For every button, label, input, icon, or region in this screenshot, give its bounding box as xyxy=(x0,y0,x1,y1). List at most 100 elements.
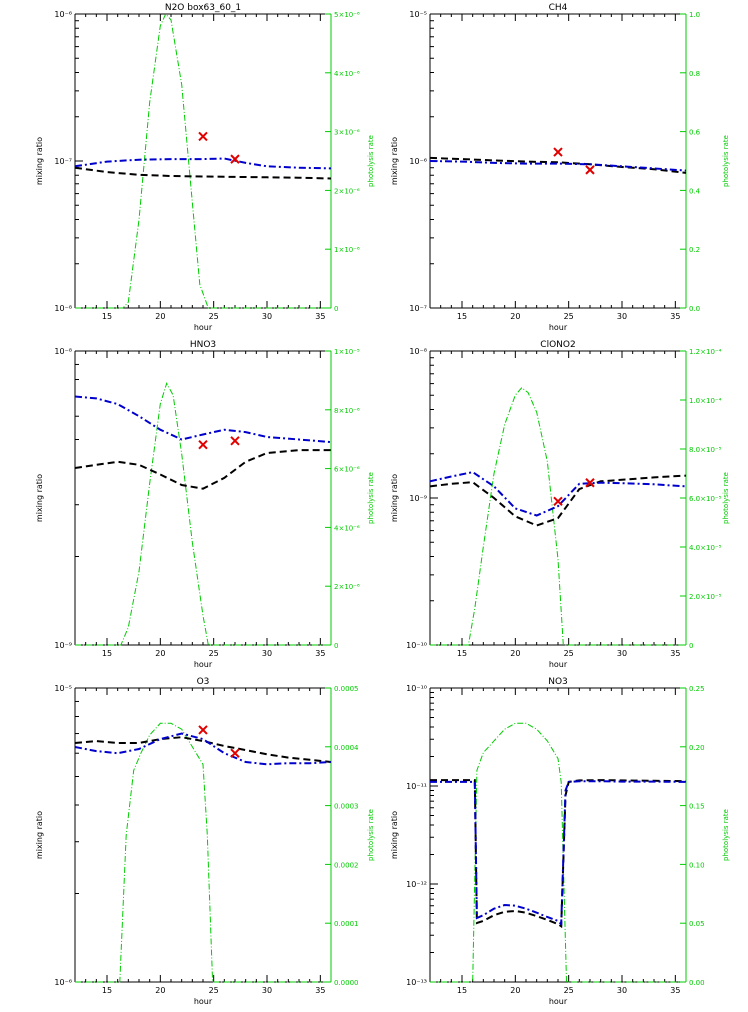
series-line-black-dash xyxy=(74,736,332,763)
x-tick-label: 25 xyxy=(564,986,574,995)
chart-panel-2: 15 20 25 30 35 10⁻⁹ 10⁻⁸ 0 2×10⁻⁶ 4×10⁻⁶ 6×10⁻⁶ 8×1… xyxy=(35,340,375,669)
y2-tick-label: 0.0005 xyxy=(334,685,359,693)
x-axis-label: hour xyxy=(549,660,568,669)
observation-point xyxy=(585,478,595,488)
observation-point xyxy=(230,436,240,446)
y2-tick-label: 0.6 xyxy=(689,129,701,137)
chart-title: NO3 xyxy=(548,677,568,687)
y2-tick-label: 0.0003 xyxy=(334,803,359,811)
y2-tick-label: 0 xyxy=(334,642,338,650)
y-tick-label: 10⁻⁸ xyxy=(54,347,72,356)
observation-stroke xyxy=(198,725,208,735)
x-tick-label: 35 xyxy=(670,649,680,658)
y-tick-label: 10⁻⁷ xyxy=(409,304,427,313)
y-axis-label: mixing ratio xyxy=(35,474,44,522)
y2-tick-label: 0.4 xyxy=(689,187,701,195)
series-line-blue-dashdot xyxy=(74,395,332,444)
x-tick-label: 25 xyxy=(209,649,219,658)
x-tick-label: 20 xyxy=(155,986,165,995)
x-tick-label: 15 xyxy=(102,986,112,995)
y-axis-label: mixing ratio xyxy=(390,811,399,859)
series-line-blue-dashdot xyxy=(429,471,687,517)
x-tick-label: 30 xyxy=(617,986,627,995)
chart-panel-0: 15 20 25 30 35 10⁻⁸ 10⁻⁷ 10⁻⁶ 0 1×10⁻⁶ 2×10⁻⁶ 3×10⁻… xyxy=(35,3,375,332)
y-tick-label: 10⁻¹⁰ xyxy=(406,641,427,650)
x-tick-label: 30 xyxy=(617,312,627,321)
y2-tick-label: 0.0 xyxy=(689,305,700,313)
series-line-black-dash xyxy=(74,449,331,490)
observation-point xyxy=(585,165,595,175)
x-tick-label: 15 xyxy=(457,649,467,658)
y2-axis-label: photolysis rate xyxy=(367,809,375,861)
y2-axis-label: photolysis rate xyxy=(722,472,730,524)
x-tick-label: 35 xyxy=(670,312,680,321)
photolysis-line xyxy=(430,387,686,646)
y2-tick-label: 0.0004 xyxy=(334,744,359,752)
y2-tick-label: 2×10⁻⁶ xyxy=(334,583,360,591)
y2-tick-label: 3×10⁻⁶ xyxy=(334,129,360,137)
chart-panel-3: 15 20 25 30 35 10⁻¹⁰ 10⁻⁹ 10⁻⁸ 0 2.0×10⁻⁵ 4.0×10⁻⁵… xyxy=(390,340,730,669)
x-axis-label: hour xyxy=(194,323,213,332)
y-tick-label: 10⁻⁵ xyxy=(409,10,427,19)
observation-stroke xyxy=(585,478,595,488)
y-tick-label: 10⁻¹¹ xyxy=(406,782,427,791)
series-line-blue-dashdot xyxy=(429,160,687,172)
y-tick-label: 10⁻¹⁰ xyxy=(406,684,427,693)
y2-tick-label: 6.0×10⁻⁵ xyxy=(689,495,722,503)
y2-tick-label: 0.15 xyxy=(689,803,705,811)
y-axis-label: mixing ratio xyxy=(35,811,44,859)
y2-tick-label: 4×10⁻⁶ xyxy=(334,524,360,532)
x-tick-label: 25 xyxy=(209,312,219,321)
y2-tick-label: 0.00 xyxy=(689,979,705,987)
y2-tick-label: 2×10⁻⁶ xyxy=(334,187,360,195)
x-tick-label: 25 xyxy=(209,986,219,995)
observation-stroke xyxy=(230,436,240,446)
x-tick-label: 15 xyxy=(102,649,112,658)
y2-tick-label: 8.0×10⁻⁵ xyxy=(689,446,722,454)
y2-tick-label: 0 xyxy=(689,642,693,650)
y2-axis-label: photolysis rate xyxy=(367,135,375,187)
observation-stroke xyxy=(198,131,208,142)
photolysis-line xyxy=(75,13,331,309)
y2-tick-label: 6×10⁻⁶ xyxy=(334,466,360,474)
photolysis-line xyxy=(75,382,331,646)
observation-stroke xyxy=(198,440,208,450)
y2-tick-label: 0.20 xyxy=(689,744,705,752)
y-tick-label: 10⁻⁶ xyxy=(409,157,427,166)
observation-stroke xyxy=(585,165,595,175)
y-axis-label: mixing ratio xyxy=(35,137,44,185)
series-line-black-dash xyxy=(74,166,332,180)
chart-panel-5: 15 20 25 30 35 10⁻¹³ 10⁻¹² 10⁻¹¹ 10⁻¹⁰ 0.00 0.05 0.… xyxy=(390,677,730,1006)
observation-point xyxy=(198,725,208,735)
observation-stroke xyxy=(553,496,563,506)
observation-point xyxy=(198,440,208,450)
observation-stroke xyxy=(230,748,240,758)
y-tick-label: 10⁻⁶ xyxy=(54,978,72,987)
x-tick-label: 35 xyxy=(315,986,325,995)
series-line-blue-dashdot xyxy=(74,157,332,170)
y2-tick-label: 0.2 xyxy=(689,246,700,254)
series-line-blue-dashdot xyxy=(74,732,332,766)
y2-tick-label: 1.0 xyxy=(689,11,700,19)
chart-title: ClONO2 xyxy=(540,340,575,350)
x-tick-label: 30 xyxy=(262,312,272,321)
observation-point xyxy=(198,131,208,142)
x-tick-label: 30 xyxy=(262,649,272,658)
x-tick-label: 20 xyxy=(510,986,520,995)
y-tick-label: 10⁻⁸ xyxy=(54,304,72,313)
y2-tick-label: 2.0×10⁻⁵ xyxy=(689,593,722,601)
observation-point xyxy=(553,496,563,506)
chart-panel-4: 15 20 25 30 35 10⁻⁶ 10⁻⁵ 0.0000 0.0001 0.0002 0.00… xyxy=(35,677,375,1006)
x-tick-label: 30 xyxy=(262,986,272,995)
y-axis-label: mixing ratio xyxy=(390,474,399,522)
y2-tick-label: 0 xyxy=(334,305,338,313)
x-tick-label: 25 xyxy=(564,649,574,658)
y2-tick-label: 4×10⁻⁶ xyxy=(334,70,360,78)
x-tick-label: 20 xyxy=(155,312,165,321)
y2-tick-label: 1.2×10⁻⁴ xyxy=(689,348,722,356)
chart-title: N2O box63_60_1 xyxy=(165,3,241,13)
y2-tick-label: 0.10 xyxy=(689,861,705,869)
y2-tick-label: 1×10⁻⁶ xyxy=(334,246,360,254)
x-tick-label: 30 xyxy=(617,649,627,658)
